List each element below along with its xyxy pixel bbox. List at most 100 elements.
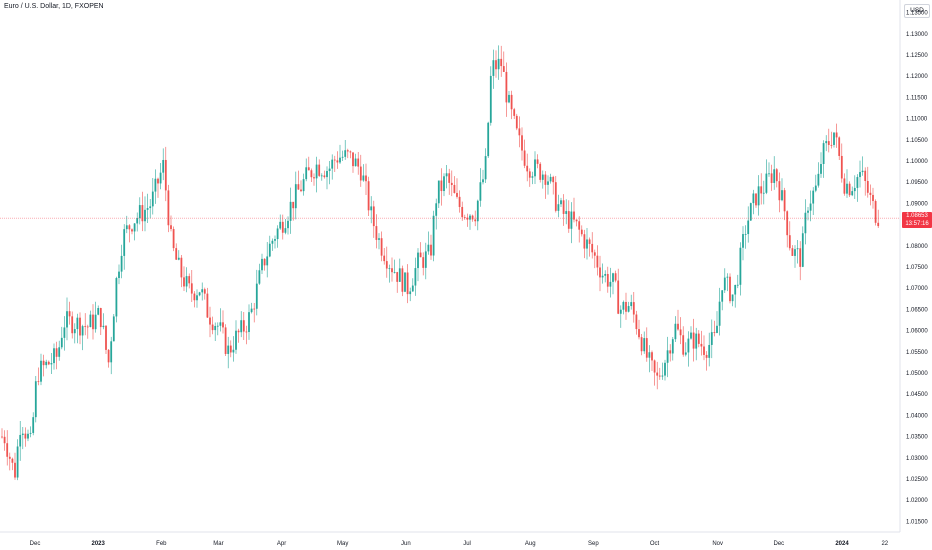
- candle-body: [562, 200, 565, 214]
- candle-body: [661, 375, 664, 377]
- candle-body: [170, 225, 172, 230]
- candle-body: [773, 169, 776, 183]
- candle-body: [357, 158, 360, 167]
- candle-body: [463, 217, 466, 218]
- candle-body: [227, 345, 230, 354]
- time-tick-label: Jun: [401, 541, 411, 547]
- candle-body: [794, 249, 796, 256]
- candle-body: [809, 203, 812, 211]
- candle-body: [541, 174, 544, 180]
- candle-body: [669, 350, 672, 354]
- candle-body: [151, 191, 154, 207]
- candle-body: [398, 268, 401, 282]
- time-tick-label: Dec: [30, 541, 41, 547]
- candle-body: [456, 192, 458, 197]
- candle-body: [596, 255, 599, 268]
- symbol-title: Euro / U.S. Dollar, 1D, FXOPEN: [4, 3, 104, 10]
- candle-body: [339, 157, 341, 163]
- candle-body: [583, 234, 586, 249]
- candle-body: [567, 211, 570, 229]
- price-tick-label: 1.04500: [906, 392, 928, 398]
- candle-body: [440, 180, 443, 192]
- candle-body: [744, 234, 747, 235]
- candle-body: [266, 256, 269, 266]
- candle-body: [138, 205, 141, 219]
- candle-body: [133, 223, 136, 232]
- candle-body: [851, 191, 854, 196]
- candle-body: [396, 272, 399, 282]
- candle-body: [570, 211, 573, 229]
- candle-body: [534, 159, 536, 177]
- candle-body: [604, 273, 607, 276]
- candle-body: [471, 215, 474, 220]
- candle-body: [791, 248, 794, 256]
- price-tick-label: 1.11500: [906, 95, 928, 101]
- candle-body: [242, 320, 245, 332]
- candle-body: [479, 182, 482, 201]
- candle-body: [497, 58, 500, 70]
- candle-body: [484, 156, 487, 180]
- candle-body: [515, 115, 518, 129]
- candle-body: [560, 200, 562, 205]
- candle-body: [305, 167, 308, 180]
- candle-body: [362, 175, 365, 181]
- candle-body: [271, 240, 274, 244]
- candle-body: [66, 311, 68, 328]
- candle-body: [326, 171, 328, 178]
- candle-body: [68, 311, 71, 317]
- candle-body: [575, 219, 578, 222]
- candle-body: [874, 201, 877, 223]
- candle-body: [250, 308, 253, 313]
- price-tick-label: 1.03000: [906, 456, 928, 462]
- candle-body: [846, 183, 848, 194]
- candle-body: [40, 360, 42, 382]
- candle-body: [549, 176, 552, 182]
- candle-body: [380, 238, 383, 256]
- candle-body: [812, 190, 815, 204]
- candle-body: [437, 180, 440, 204]
- candle-body: [411, 285, 414, 292]
- candle-body: [315, 164, 318, 179]
- candle-body: [489, 75, 492, 123]
- candle-body: [14, 462, 16, 478]
- candle-body: [157, 178, 159, 184]
- candle-body: [664, 362, 666, 376]
- candle-body: [848, 183, 851, 196]
- candle-body: [237, 330, 240, 333]
- candle-body: [73, 329, 76, 334]
- candle-body: [89, 314, 92, 328]
- candle-body: [539, 163, 542, 180]
- candle-body: [53, 348, 55, 364]
- candle-body: [359, 166, 362, 181]
- candle-body: [255, 283, 258, 309]
- candle-body: [710, 332, 713, 345]
- candle-body: [749, 203, 752, 221]
- candle-body: [869, 192, 872, 195]
- candle-body: [115, 278, 118, 317]
- currency-button[interactable]: USD: [904, 4, 930, 18]
- candle-body: [284, 228, 287, 233]
- candle-body: [817, 173, 820, 186]
- candle-body: [658, 375, 661, 377]
- price-tick-label: 1.11000: [906, 117, 928, 123]
- candle-body: [487, 122, 490, 157]
- candle-body: [27, 433, 29, 439]
- candle-body: [638, 329, 640, 338]
- time-tick-label: Jul: [463, 541, 471, 547]
- candle-body: [125, 225, 128, 230]
- price-tick-label: 1.08000: [906, 244, 928, 250]
- candle-body: [830, 144, 833, 146]
- candle-body: [651, 352, 653, 361]
- candle-countdown: 13:57:16: [905, 221, 929, 228]
- candle-body: [609, 281, 612, 287]
- price-tick-label: 1.06500: [906, 307, 928, 313]
- candle-body: [435, 203, 438, 216]
- time-tick-label: Sep: [588, 541, 599, 547]
- candle-body: [268, 243, 271, 257]
- candle-body: [635, 314, 638, 330]
- candle-body: [180, 257, 183, 278]
- candle-body: [214, 325, 217, 331]
- candle-body: [500, 58, 503, 67]
